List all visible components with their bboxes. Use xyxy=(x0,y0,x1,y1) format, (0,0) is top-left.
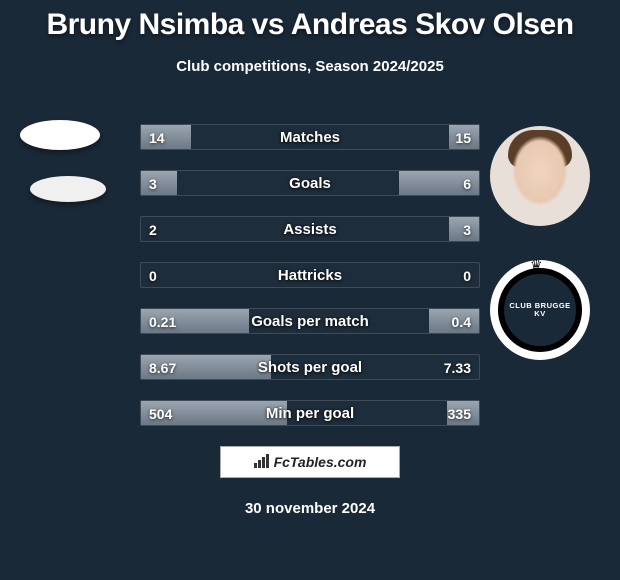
stat-label: Goals per match xyxy=(141,309,479,333)
stat-row: 23Assists xyxy=(140,216,480,242)
chart-icon xyxy=(254,454,270,471)
stat-row: 1415Matches xyxy=(140,124,480,150)
player-right-avatar xyxy=(490,126,590,226)
stat-label: Assists xyxy=(141,217,479,241)
stat-label: Hattricks xyxy=(141,263,479,287)
stat-row: 504335Min per goal xyxy=(140,400,480,426)
player-left-shape-2 xyxy=(30,176,106,202)
stat-label: Shots per goal xyxy=(141,355,479,379)
club-badge-right: ♛ CLUB BRUGGE KV xyxy=(490,260,590,360)
crown-icon: ♛ xyxy=(530,258,550,272)
date-line: 30 november 2024 xyxy=(0,500,620,517)
stat-row: 36Goals xyxy=(140,170,480,196)
brand-text: FcTables.com xyxy=(274,454,367,470)
stat-row: 00Hattricks xyxy=(140,262,480,288)
player-left-shape-1 xyxy=(20,120,100,150)
brand-box[interactable]: FcTables.com xyxy=(220,446,400,478)
stat-label: Min per goal xyxy=(141,401,479,425)
comparison-card: Bruny Nsimba vs Andreas Skov Olsen Club … xyxy=(0,0,620,580)
subtitle: Club competitions, Season 2024/2025 xyxy=(0,58,620,75)
page-title: Bruny Nsimba vs Andreas Skov Olsen xyxy=(0,0,620,42)
stat-row: 8.677.33Shots per goal xyxy=(140,354,480,380)
stat-row: 0.210.4Goals per match xyxy=(140,308,480,334)
stat-label: Matches xyxy=(141,125,479,149)
stat-label: Goals xyxy=(141,171,479,195)
stats-bars: 1415Matches 36Goals 23Assists 00Hattricks 0.… xyxy=(140,124,480,446)
club-badge-text: CLUB BRUGGE KV xyxy=(498,268,582,352)
